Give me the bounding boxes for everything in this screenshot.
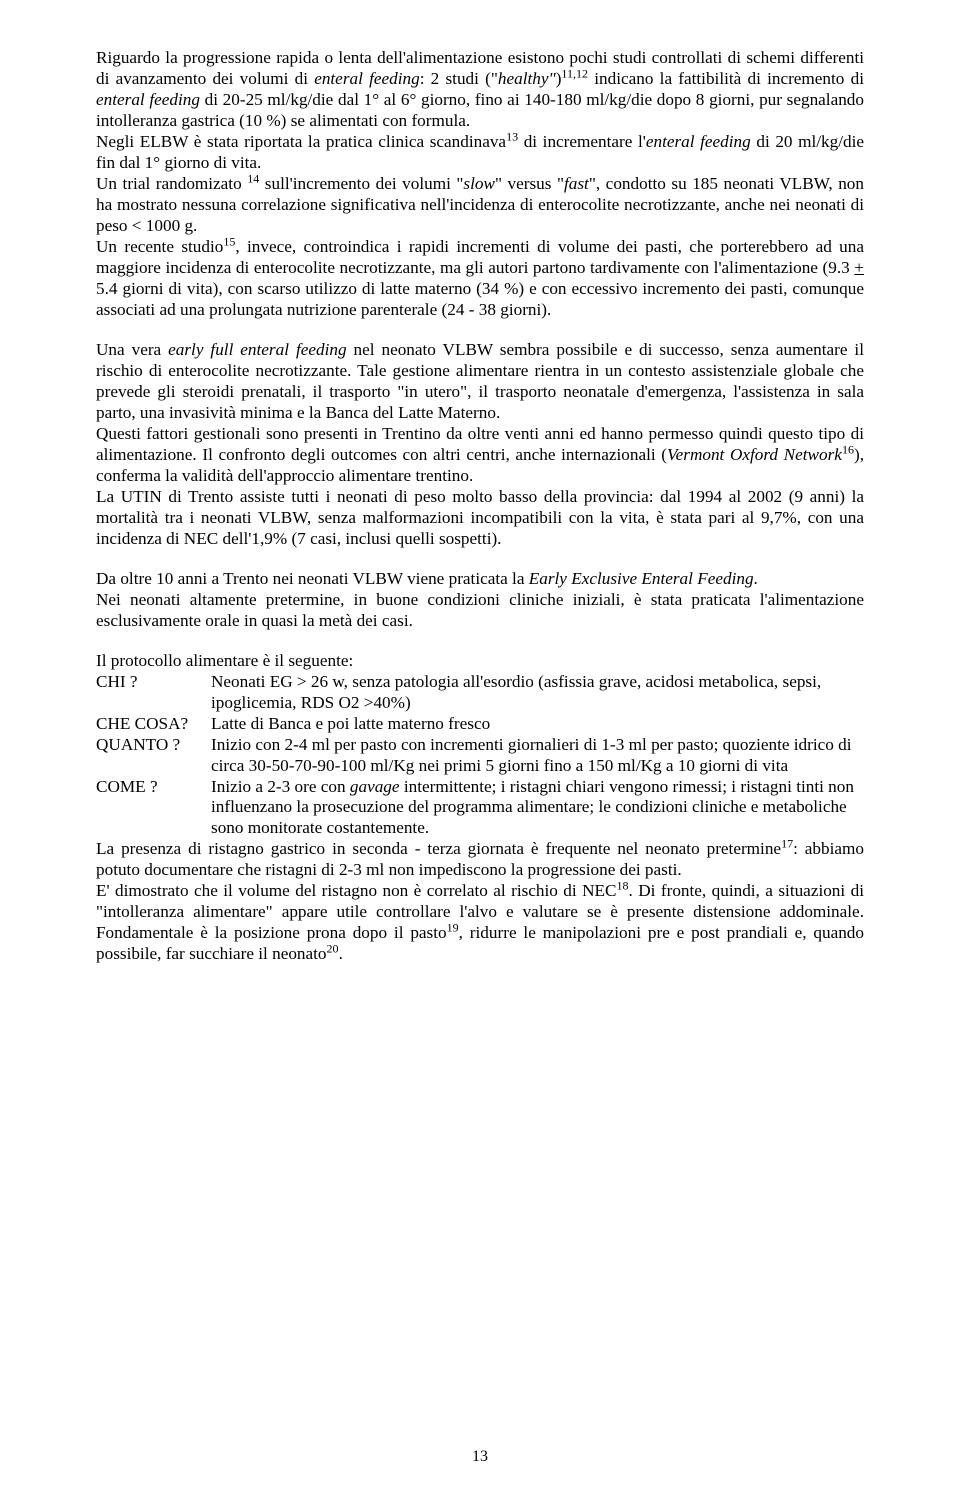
superscript-ref: 15	[223, 234, 235, 248]
italic-text: slow	[463, 174, 495, 193]
text: Una vera	[96, 340, 168, 359]
italic-text: enteral feeding	[646, 132, 751, 151]
italic-text: gavage	[350, 777, 400, 796]
text: 5.4 giorni di vita), con scarso utilizzo…	[96, 279, 864, 319]
protocol-row-checosa: CHE COSA? Latte di Banca e poi latte mat…	[96, 714, 864, 735]
paragraph-9: Nei neonati altamente pretermine, in buo…	[96, 590, 864, 632]
italic-text: early full enteral feeding	[168, 340, 346, 359]
superscript-ref: 17	[781, 837, 793, 851]
protocol-label: COME ?	[96, 777, 211, 840]
italic-text: Early Exclusive Enteral Feeding	[529, 569, 754, 588]
text: Un recente studio	[96, 237, 223, 256]
superscript-ref: 11,12	[561, 66, 588, 80]
superscript-ref: 18	[616, 879, 628, 893]
text: Un trial randomizato	[96, 174, 247, 193]
paragraph-1: Riguardo la progressione rapida o lenta …	[96, 48, 864, 132]
paragraph-3: Un trial randomizato 14 sull'incremento …	[96, 174, 864, 237]
italic-text: enteral feeding	[96, 90, 200, 109]
paragraph-6: Questi fattori gestionali sono presenti …	[96, 424, 864, 487]
superscript-ref: 13	[506, 129, 518, 143]
italic-text: fast	[564, 174, 589, 193]
page-number: 13	[0, 1447, 960, 1467]
paragraph-8: Da oltre 10 anni a Trento nei neonati VL…	[96, 569, 864, 590]
paragraph-10: La presenza di ristagno gastrico in seco…	[96, 839, 864, 881]
protocol-row-come: COME ? Inizio a 2-3 ore con gavage inter…	[96, 777, 864, 840]
paragraph-5: Una vera early full enteral feeding nel …	[96, 340, 864, 424]
text: Da oltre 10 anni a Trento nei neonati VL…	[96, 569, 529, 588]
text: : 2 studi ("	[420, 69, 498, 88]
protocol-label: CHE COSA?	[96, 714, 211, 735]
text: .	[754, 569, 758, 588]
protocol-text: Latte di Banca e poi latte materno fresc…	[211, 714, 864, 735]
protocol-text: Neonati EG > 26 w, senza patologia all'e…	[211, 672, 864, 714]
protocol-row-quanto: QUANTO ? Inizio con 2-4 ml per pasto con…	[96, 735, 864, 777]
superscript-ref: 19	[447, 921, 459, 935]
superscript-ref: 16	[842, 442, 854, 456]
protocol-text: Inizio a 2-3 ore con gavage intermittent…	[211, 777, 864, 840]
paragraph-11: E' dimostrato che il volume del ristagno…	[96, 881, 864, 965]
text: di 20-25 ml/kg/die dal 1° al 6° giorno, …	[96, 90, 864, 130]
italic-text: enteral feeding	[314, 69, 420, 88]
text: indicano la fattibilità di incremento di	[588, 69, 864, 88]
text: Inizio a 2-3 ore con	[211, 777, 350, 796]
document-page: Riguardo la progressione rapida o lenta …	[0, 0, 960, 1499]
text: Negli ELBW è stata riportata la pratica …	[96, 132, 506, 151]
italic-text: Vermont Oxford Network	[667, 445, 842, 464]
underline-text: +	[854, 258, 864, 277]
text: sull'incremento dei volumi "	[259, 174, 463, 193]
protocol-label: CHI ?	[96, 672, 211, 714]
protocol-text: Inizio con 2-4 ml per pasto con incremen…	[211, 735, 864, 777]
paragraph-7: La UTIN di Trento assiste tutti i neonat…	[96, 487, 864, 550]
protocol-row-chi: CHI ? Neonati EG > 26 w, senza patologia…	[96, 672, 864, 714]
superscript-ref: 20	[327, 942, 339, 956]
text: " versus "	[495, 174, 564, 193]
paragraph-2: Negli ELBW è stata riportata la pratica …	[96, 132, 864, 174]
text: .	[339, 944, 343, 963]
text: E' dimostrato che il volume del ristagno…	[96, 881, 616, 900]
protocol-label: QUANTO ?	[96, 735, 211, 777]
italic-text: healthy"	[498, 69, 556, 88]
superscript-ref: 14	[247, 171, 259, 185]
text: La presenza di ristagno gastrico in seco…	[96, 839, 781, 858]
paragraph-4: Un recente studio15, invece, controindic…	[96, 237, 864, 321]
protocol-intro: Il protocollo alimentare è il seguente:	[96, 651, 864, 672]
text: di incrementare l'	[518, 132, 646, 151]
